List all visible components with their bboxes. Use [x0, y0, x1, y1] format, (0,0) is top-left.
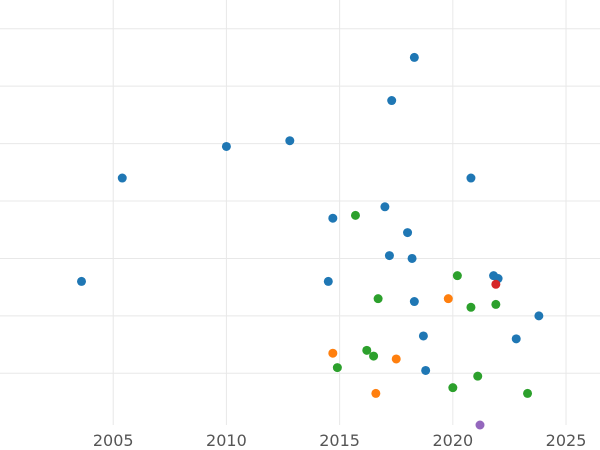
x-tick-label: 2020: [432, 431, 473, 450]
scatter-point: [511, 334, 521, 344]
scatter-point: [475, 420, 485, 430]
scatter-point: [323, 276, 333, 286]
scatter-point: [373, 294, 383, 304]
scatter-point: [362, 345, 372, 355]
scatter-point: [491, 299, 501, 309]
scatter-point: [403, 228, 413, 238]
scatter-point: [387, 96, 397, 106]
scatter-point: [466, 302, 476, 312]
scatter-point: [371, 388, 381, 398]
scatter-point: [328, 213, 338, 223]
points-layer: [77, 52, 544, 430]
grid-layer: [0, 0, 600, 425]
scatter-point: [466, 173, 476, 183]
scatter-point: [523, 388, 533, 398]
scatter-point: [350, 210, 360, 220]
scatter-point: [418, 331, 428, 341]
scatter-point: [117, 173, 127, 183]
scatter-point: [491, 279, 501, 289]
scatter-point: [221, 141, 231, 151]
scatter-point: [77, 276, 87, 286]
x-tick-labels: 2005 2010 2015 2020 2025: [93, 431, 587, 450]
scatter-point: [409, 52, 419, 62]
scatter-point: [443, 294, 453, 304]
scatter-point: [332, 363, 342, 373]
scatter-point: [384, 251, 394, 261]
scatter-point: [328, 348, 338, 358]
x-tick-label: 2005: [93, 431, 134, 450]
scatter-point: [391, 354, 401, 364]
scatter-point: [421, 365, 431, 375]
scatter-point: [452, 271, 462, 281]
scatter-point: [380, 202, 390, 212]
scatter-point: [473, 371, 483, 381]
x-tick-label: 2015: [319, 431, 360, 450]
scatter-point: [407, 253, 417, 263]
x-tick-label: 2025: [546, 431, 587, 450]
scatter-point: [285, 136, 295, 146]
scatter-point: [369, 351, 379, 361]
scatter-point: [534, 311, 544, 321]
scatter-point: [409, 297, 419, 307]
x-tick-label: 2010: [206, 431, 247, 450]
scatter-point: [448, 383, 458, 393]
